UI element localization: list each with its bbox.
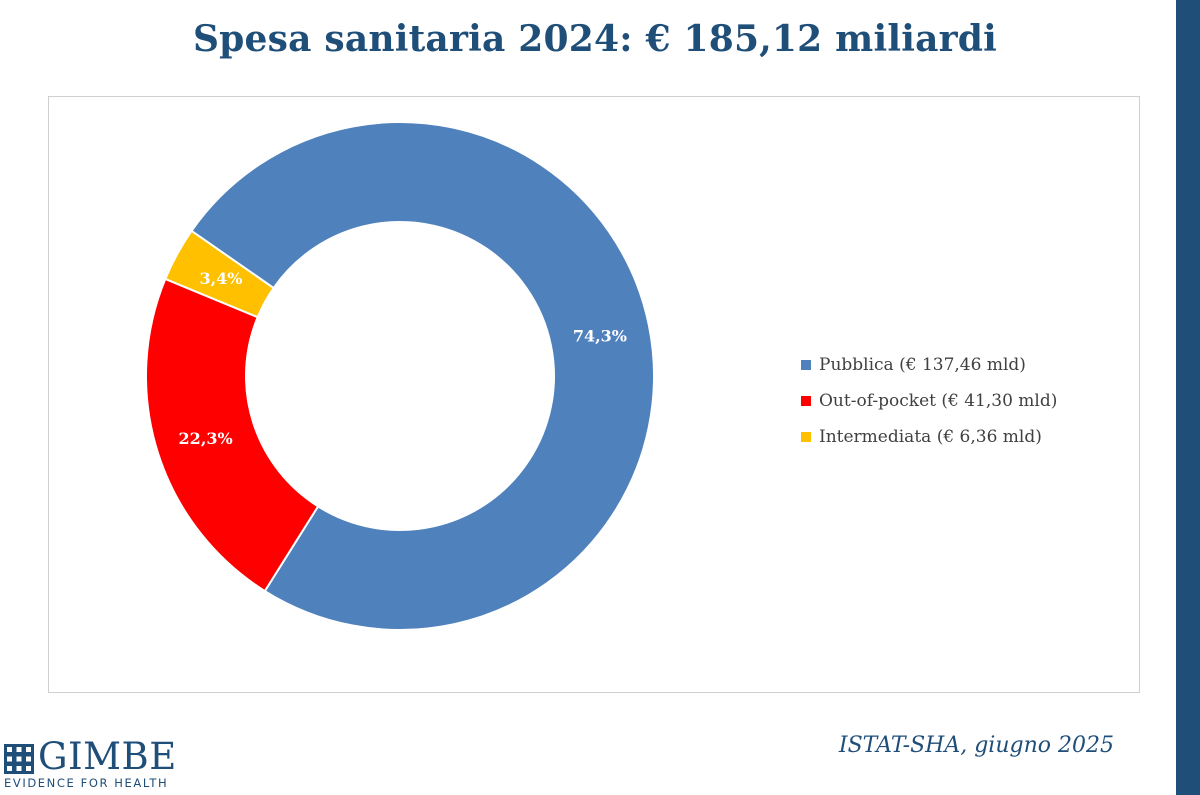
donut-chart: 74,3% 22,3% 3,4% [145,121,655,631]
legend-item-out-of-pocket: Out-of-pocket (€ 41,30 mld) [801,383,1057,419]
gimbe-logo: GIMBE EVIDENCE FOR HEALTH [4,737,176,791]
legend-label-pubblica: Pubblica (€ 137,46 mld) [819,355,1026,375]
donut-slice-out-of-pocket [145,277,320,593]
slice-label-out-of-pocket: 22,3% [179,429,233,448]
legend-item-intermediata: Intermediata (€ 6,36 mld) [801,419,1057,455]
donut-slice-intermediata [163,229,275,319]
donut-slice-pubblica [190,121,655,631]
gimbe-logo-icon [4,744,34,774]
legend-swatch-intermediata [801,432,811,442]
legend-swatch-out-of-pocket [801,396,811,406]
gimbe-logo-name: GIMBE [38,735,177,778]
slide-accent-bar [1176,0,1200,795]
legend-item-pubblica: Pubblica (€ 137,46 mld) [801,347,1057,383]
gimbe-logo-tagline: EVIDENCE FOR HEALTH [4,776,169,790]
slice-label-pubblica: 74,3% [573,326,627,345]
chart-legend: Pubblica (€ 137,46 mld) Out-of-pocket (€… [801,347,1057,455]
legend-swatch-pubblica [801,360,811,370]
legend-label-intermediata: Intermediata (€ 6,36 mld) [819,427,1042,447]
slice-label-intermediata: 3,4% [199,269,242,288]
source-note: ISTAT-SHA, giugno 2025 [838,733,1114,758]
legend-label-out-of-pocket: Out-of-pocket (€ 41,30 mld) [819,391,1058,411]
chart-frame: 74,3% 22,3% 3,4% Pubblica (€ 137,46 mld) O… [48,96,1140,693]
slide-title: Spesa sanitaria 2024: € 185,12 miliardi [192,18,998,60]
